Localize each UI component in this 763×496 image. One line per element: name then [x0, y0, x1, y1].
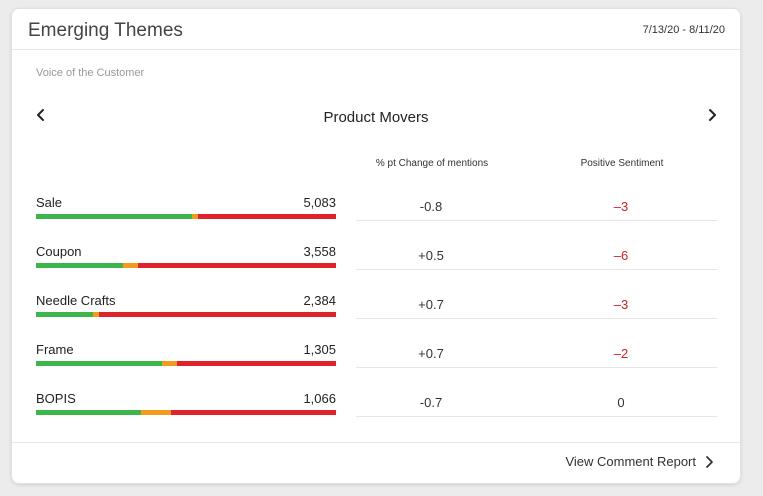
table-row[interactable]: Needle Crafts 2,384 +0.7 –3 — [36, 293, 717, 333]
section-title: Product Movers — [323, 109, 429, 126]
row-change-value: +0.5 — [418, 248, 444, 263]
table-row[interactable]: Sale 5,083 -0.8 –3 — [36, 195, 717, 235]
sentiment-bar — [36, 361, 336, 366]
row-divider — [356, 220, 717, 221]
sentiment-bar-positive — [36, 263, 123, 268]
sentiment-bar — [36, 312, 336, 317]
sentiment-bar-neutral — [162, 361, 177, 366]
next-button[interactable] — [703, 106, 721, 124]
row-divider — [356, 269, 717, 270]
column-header-change: % pt Change of mentions — [375, 158, 489, 169]
chevron-right-icon — [709, 109, 716, 121]
row-sentiment-value: –6 — [613, 248, 629, 263]
row-divider — [356, 416, 717, 417]
table-row[interactable]: Coupon 3,558 +0.5 –6 — [36, 244, 717, 284]
sentiment-bar-negative — [171, 410, 336, 415]
card-title: Emerging Themes — [28, 20, 183, 41]
sentiment-bar — [36, 214, 336, 219]
sentiment-bar-negative — [99, 312, 336, 317]
sentiment-bar — [36, 410, 336, 415]
sentiment-bar-neutral — [141, 410, 171, 415]
section-subtitle: Voice of the Customer — [36, 67, 145, 79]
sentiment-bar-negative — [198, 214, 336, 219]
row-sentiment-value: –2 — [613, 346, 629, 361]
table-row[interactable]: Frame 1,305 +0.7 –2 — [36, 342, 717, 382]
chevron-right-icon — [706, 456, 713, 468]
row-mention-count: 1,305 — [303, 342, 336, 357]
sentiment-bar — [36, 263, 336, 268]
sentiment-bar-neutral — [93, 312, 99, 317]
row-mention-count: 1,066 — [303, 391, 336, 406]
row-sentiment-value: 0 — [617, 395, 625, 410]
sentiment-bar-negative — [138, 263, 336, 268]
emerging-themes-card: Emerging Themes 7/13/20 - 8/11/20 Voice … — [11, 8, 741, 484]
row-divider — [356, 367, 717, 368]
row-mention-count: 3,558 — [303, 244, 336, 259]
row-change-value: +0.7 — [418, 297, 444, 312]
card-footer: View Comment Report — [12, 442, 740, 483]
row-label: BOPIS — [36, 391, 76, 406]
row-change-value: -0.7 — [419, 395, 443, 410]
row-label: Needle Crafts — [36, 293, 116, 308]
sentiment-bar-positive — [36, 312, 93, 317]
previous-button[interactable] — [32, 106, 50, 124]
card-header: Emerging Themes 7/13/20 - 8/11/20 — [12, 9, 740, 50]
row-sentiment-value: –3 — [613, 199, 629, 214]
sentiment-bar-negative — [177, 361, 336, 366]
sentiment-bar-positive — [36, 361, 162, 366]
row-change-value: -0.8 — [419, 199, 443, 214]
row-sentiment-value: –3 — [613, 297, 629, 312]
date-range: 7/13/20 - 8/11/20 — [642, 24, 725, 36]
view-comment-report-link[interactable]: View Comment Report — [565, 454, 696, 469]
row-mention-count: 2,384 — [303, 293, 336, 308]
sentiment-bar-neutral — [123, 263, 138, 268]
table-row[interactable]: BOPIS 1,066 -0.7 0 — [36, 391, 717, 431]
row-divider — [356, 318, 717, 319]
sentiment-bar-neutral — [192, 214, 198, 219]
row-mention-count: 5,083 — [303, 195, 336, 210]
row-change-value: +0.7 — [418, 346, 444, 361]
row-label: Coupon — [36, 244, 82, 259]
column-header-sentiment: Positive Sentiment — [580, 158, 664, 169]
row-label: Frame — [36, 342, 74, 357]
sentiment-bar-positive — [36, 410, 141, 415]
row-label: Sale — [36, 195, 63, 210]
chevron-left-icon — [37, 109, 44, 121]
sentiment-bar-positive — [36, 214, 192, 219]
view-comment-report-chevron[interactable] — [702, 454, 716, 470]
